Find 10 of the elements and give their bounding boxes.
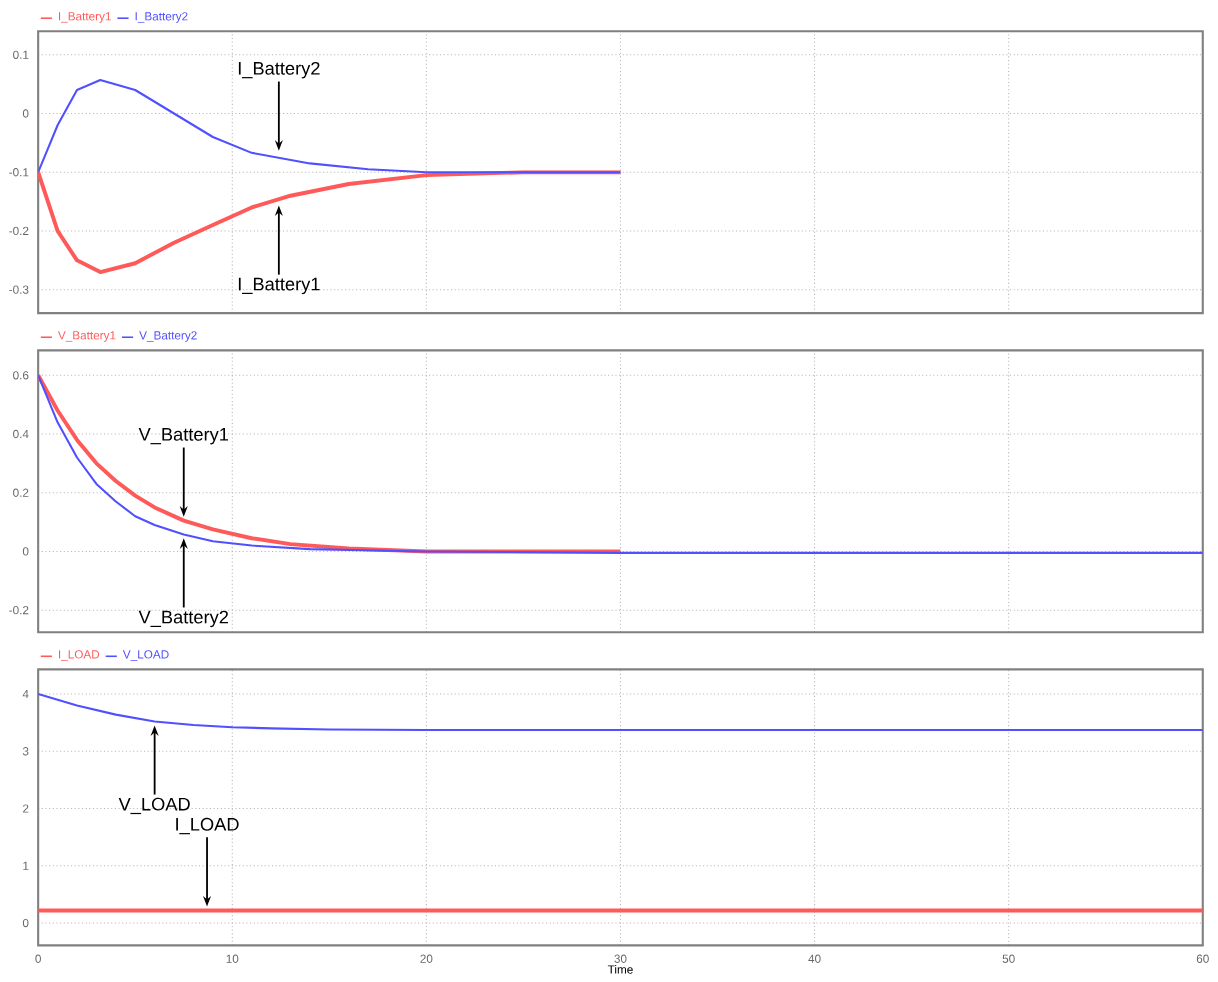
line-series — [38, 170, 623, 274]
annotation: V_Battery2 — [138, 610, 229, 628]
annotation: I_Battery2 — [238, 61, 320, 79]
annotation: V_Battery1 — [138, 427, 229, 445]
line-series — [38, 374, 1203, 554]
line-series — [38, 373, 623, 554]
line-series — [38, 78, 622, 174]
annotation: I_LOAD — [176, 817, 239, 835]
annotation: V_LOAD — [118, 797, 190, 814]
annotation: I_Battery1 — [238, 277, 320, 294]
